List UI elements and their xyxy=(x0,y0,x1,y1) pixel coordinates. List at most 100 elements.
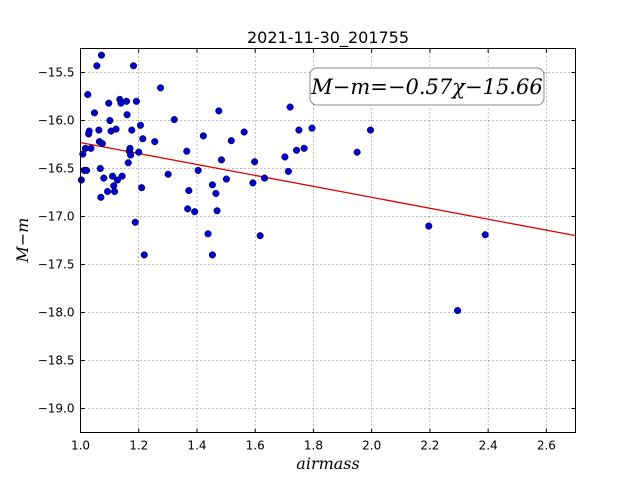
data-point xyxy=(128,126,136,134)
data-point xyxy=(208,181,216,189)
data-point xyxy=(249,179,257,187)
data-point xyxy=(185,187,193,195)
data-point xyxy=(353,148,361,156)
data-point xyxy=(122,97,131,105)
data-point xyxy=(83,166,91,174)
data-point xyxy=(126,144,134,152)
data-point xyxy=(300,144,308,152)
data-point xyxy=(105,99,113,107)
data-point xyxy=(131,218,139,226)
y-tick-labels: −15.5 −16.0 −16.5 −17.0 −17.5 −18.0 −18.5 −19.0 xyxy=(38,66,75,416)
data-point xyxy=(110,182,118,190)
y-tick-label: −18.0 xyxy=(38,306,75,320)
x-tick-label: 2.4 xyxy=(479,439,498,453)
data-point xyxy=(208,251,216,259)
data-point xyxy=(213,207,221,215)
data-point xyxy=(425,222,433,230)
y-axis-label: M−m xyxy=(13,218,32,264)
data-point xyxy=(157,84,165,92)
data-point xyxy=(194,166,202,174)
x-tick-labels: 1.0 1.2 1.4 1.6 1.8 2.0 2.2 2.4 2.6 xyxy=(71,439,556,453)
data-points xyxy=(77,51,489,315)
data-point xyxy=(113,176,122,184)
data-point xyxy=(97,51,106,59)
data-point xyxy=(100,174,108,182)
data-point xyxy=(481,231,489,239)
x-tick-label: 1.0 xyxy=(71,439,90,453)
data-point xyxy=(135,148,143,156)
x-tick-label: 2.6 xyxy=(537,439,556,453)
data-point xyxy=(251,158,259,166)
data-point xyxy=(183,147,191,155)
data-point xyxy=(170,115,178,124)
data-point xyxy=(284,167,292,175)
x-tick-label: 1.4 xyxy=(187,439,206,453)
data-point xyxy=(260,174,269,182)
data-point xyxy=(308,124,316,132)
data-point xyxy=(87,144,95,152)
data-point xyxy=(164,170,172,178)
data-point xyxy=(286,103,294,111)
data-point xyxy=(295,126,303,134)
x-axis-label: airmass xyxy=(296,454,359,473)
data-point xyxy=(79,150,87,158)
data-point xyxy=(256,232,264,240)
data-point xyxy=(281,153,289,161)
data-point xyxy=(140,251,148,259)
data-point xyxy=(129,62,138,70)
plot-frame xyxy=(80,48,576,433)
y-tick-label: −15.5 xyxy=(38,66,75,80)
data-point xyxy=(106,116,114,125)
data-point xyxy=(191,208,199,216)
data-point xyxy=(77,176,85,184)
data-point xyxy=(97,193,105,201)
x-tick-label: 1.8 xyxy=(304,439,323,453)
data-point xyxy=(85,127,93,135)
data-point xyxy=(240,128,248,136)
y-tick-label: −17.5 xyxy=(38,258,75,272)
data-point xyxy=(151,138,159,146)
data-point xyxy=(227,137,235,145)
chart-title: 2021-11-30_201755 xyxy=(247,28,409,48)
y-tick-label: −16.5 xyxy=(38,162,75,176)
data-point xyxy=(93,62,101,70)
data-point xyxy=(222,175,230,183)
data-point xyxy=(98,139,106,148)
data-point xyxy=(96,164,104,173)
x-tick-label: 1.6 xyxy=(246,439,265,453)
data-point xyxy=(95,126,103,134)
data-point xyxy=(108,172,117,180)
data-point xyxy=(212,189,220,198)
data-point xyxy=(112,125,120,133)
data-point xyxy=(132,97,140,105)
data-point xyxy=(184,205,192,213)
data-point xyxy=(293,146,301,154)
x-tick-label: 2.2 xyxy=(420,439,439,453)
data-point xyxy=(127,151,135,159)
y-tick-label: −16.0 xyxy=(38,114,75,128)
data-point xyxy=(118,172,126,180)
data-point xyxy=(366,126,375,134)
x-tick-label: 2.0 xyxy=(362,439,381,453)
fit-line-group xyxy=(80,141,576,237)
data-point xyxy=(139,135,147,143)
data-point xyxy=(138,184,146,192)
data-point xyxy=(454,307,462,315)
data-point xyxy=(136,121,145,129)
axis-ticks xyxy=(80,48,576,433)
x-tick-label: 1.2 xyxy=(129,439,148,453)
data-point xyxy=(84,91,92,99)
fit-line xyxy=(80,141,576,237)
data-point xyxy=(199,132,207,140)
grid-lines xyxy=(80,48,576,433)
data-point xyxy=(111,187,119,196)
data-point xyxy=(123,111,131,119)
data-point xyxy=(215,107,223,115)
data-point xyxy=(217,156,225,164)
y-tick-label: −19.0 xyxy=(38,402,75,416)
data-point xyxy=(90,109,99,117)
data-point xyxy=(204,230,212,238)
annotation-box xyxy=(309,67,545,106)
y-tick-label: −17.0 xyxy=(38,210,75,224)
